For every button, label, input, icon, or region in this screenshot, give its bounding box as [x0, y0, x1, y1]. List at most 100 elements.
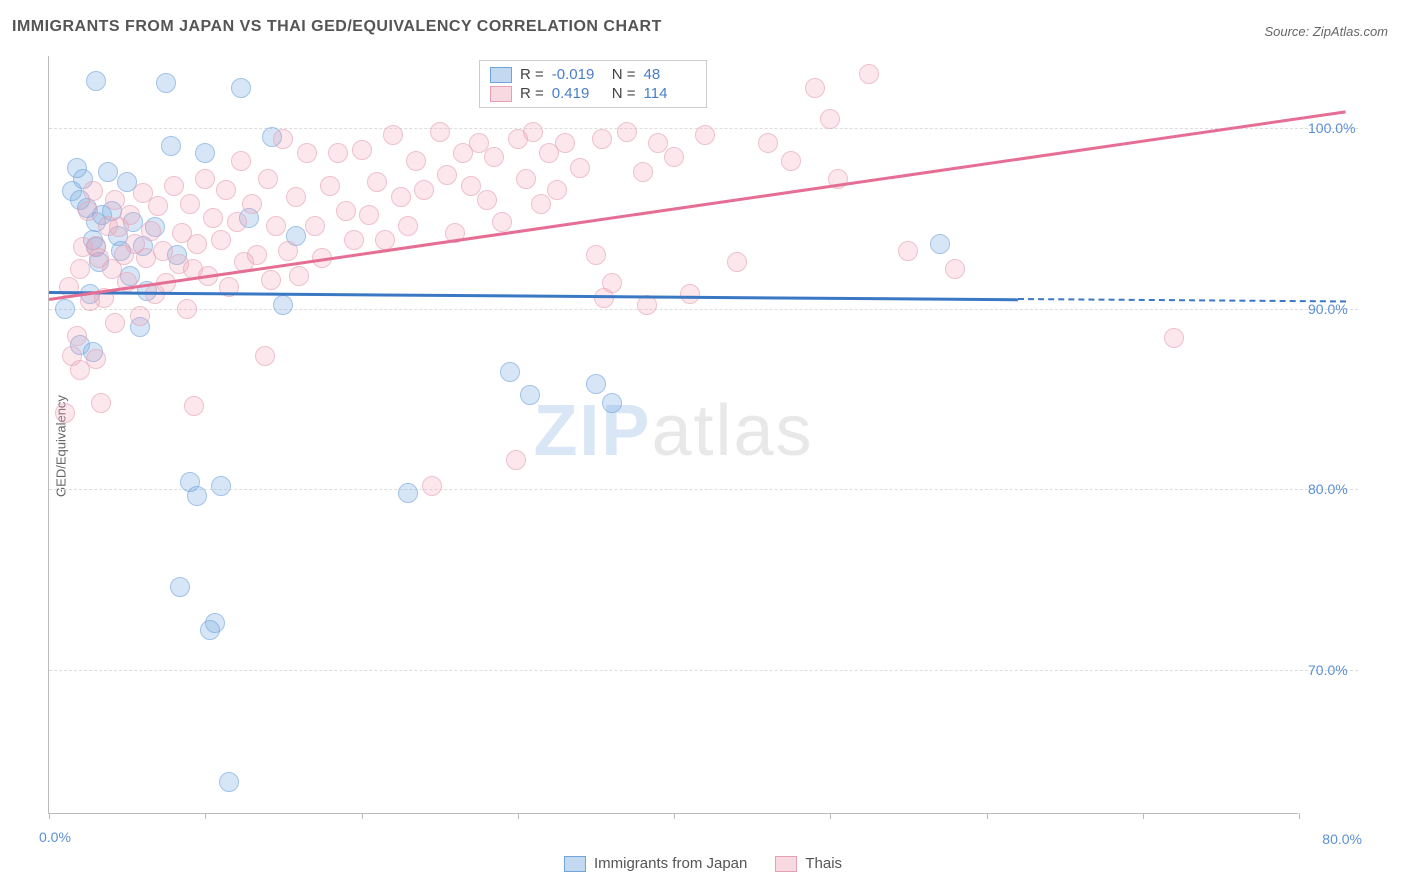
x-tick [674, 813, 675, 819]
data-point [180, 194, 200, 214]
n-value-thai: 114 [644, 85, 696, 102]
source-credit: Source: ZipAtlas.com [1264, 24, 1388, 39]
data-point [261, 270, 281, 290]
data-point [328, 143, 348, 163]
data-point [98, 162, 118, 182]
data-point [859, 64, 879, 84]
y-tick-label: 90.0% [1308, 301, 1398, 317]
data-point [86, 71, 106, 91]
x-tick [362, 813, 363, 819]
data-point [195, 169, 215, 189]
data-point [211, 476, 231, 496]
data-point [258, 169, 278, 189]
data-point [945, 259, 965, 279]
swatch-thai-icon [775, 856, 797, 872]
data-point [406, 151, 426, 171]
chart-title: IMMIGRANTS FROM JAPAN VS THAI GED/EQUIVA… [12, 18, 662, 36]
data-point [289, 266, 309, 286]
data-point [156, 73, 176, 93]
data-point [195, 143, 215, 163]
data-point [383, 125, 403, 145]
legend-item-japan: Immigrants from Japan [564, 855, 747, 872]
data-point [105, 313, 125, 333]
data-point [164, 176, 184, 196]
x-tick [1299, 813, 1300, 819]
data-point [531, 194, 551, 214]
data-point [247, 245, 267, 265]
data-point [336, 201, 356, 221]
data-point [547, 180, 567, 200]
data-point [492, 212, 512, 232]
data-point [305, 216, 325, 236]
data-point [161, 136, 181, 156]
data-point [602, 273, 622, 293]
x-tick [1143, 813, 1144, 819]
data-point [555, 133, 575, 153]
data-point [227, 212, 247, 232]
data-point [255, 346, 275, 366]
data-point [91, 393, 111, 413]
data-point [184, 396, 204, 416]
x-tick [518, 813, 519, 819]
data-point [633, 162, 653, 182]
data-point [148, 196, 168, 216]
data-point [211, 230, 231, 250]
data-point [67, 326, 87, 346]
data-point [203, 208, 223, 228]
watermark: ZIPatlas [533, 389, 813, 471]
data-point [586, 374, 606, 394]
data-point [398, 216, 418, 236]
data-point [500, 362, 520, 382]
data-point [55, 403, 75, 423]
data-point [286, 187, 306, 207]
data-point [231, 151, 251, 171]
data-point [430, 122, 450, 142]
data-point [617, 122, 637, 142]
data-point [205, 613, 225, 633]
data-point [55, 299, 75, 319]
r-value-japan: -0.019 [552, 66, 604, 83]
swatch-japan-icon [490, 67, 512, 83]
data-point [187, 486, 207, 506]
data-point [170, 577, 190, 597]
trend-line [1018, 298, 1346, 302]
plot-area: ZIPatlas R = -0.019 N = 48 R = 0.419 N =… [48, 56, 1298, 814]
data-point [273, 295, 293, 315]
data-point [242, 194, 262, 214]
x-axis-min-label: 0.0% [39, 829, 71, 845]
data-point [758, 133, 778, 153]
data-point [297, 143, 317, 163]
data-point [216, 180, 236, 200]
data-point [637, 295, 657, 315]
data-point [414, 180, 434, 200]
data-point [727, 252, 747, 272]
data-point [391, 187, 411, 207]
data-point [602, 393, 622, 413]
data-point [592, 129, 612, 149]
x-tick [830, 813, 831, 819]
data-point [344, 230, 364, 250]
data-point [266, 216, 286, 236]
data-point [664, 147, 684, 167]
gridline [49, 670, 1358, 671]
swatch-thai-icon [490, 86, 512, 102]
chart-container: IMMIGRANTS FROM JAPAN VS THAI GED/EQUIVA… [0, 0, 1406, 892]
swatch-japan-icon [564, 856, 586, 872]
data-point [586, 245, 606, 265]
y-tick-label: 100.0% [1308, 120, 1398, 136]
data-point [898, 241, 918, 261]
data-point [516, 169, 536, 189]
x-tick [205, 813, 206, 819]
data-point [320, 176, 340, 196]
y-tick-label: 70.0% [1308, 662, 1398, 678]
y-tick-label: 80.0% [1308, 481, 1398, 497]
data-point [680, 284, 700, 304]
data-point [273, 129, 293, 149]
data-point [231, 78, 251, 98]
data-point [352, 140, 372, 160]
series-legend: Immigrants from Japan Thais [564, 855, 842, 872]
data-point [359, 205, 379, 225]
data-point [437, 165, 457, 185]
x-axis-max-label: 80.0% [1322, 831, 1362, 847]
data-point [83, 181, 103, 201]
